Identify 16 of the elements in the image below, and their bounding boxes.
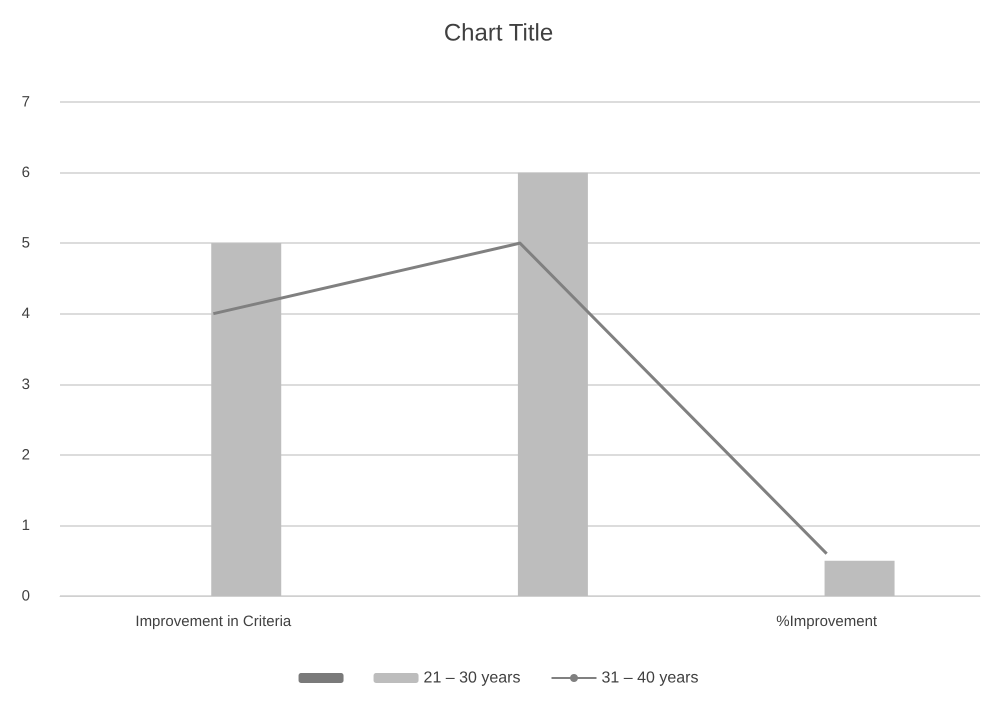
y-tick-label: 0 [22,588,30,604]
y-tick-label: 2 [22,446,30,464]
x-tick-label: Improvement in Criteria [135,613,292,630]
y-tick-label: 1 [22,516,30,534]
bar [518,172,588,596]
x-tick-label: %Improvement [776,613,878,630]
chart-title: Chart Title [444,20,554,46]
y-tick-label: 7 [22,94,30,110]
legend-label: 21 – 30 years [424,670,520,686]
bar [211,243,282,596]
y-tick-label: 3 [22,376,30,393]
y-tick-label: 6 [22,164,30,182]
bar [824,560,895,596]
y-tick-label: 5 [22,234,30,252]
legend-label: 31 – 40 years [602,670,698,686]
y-tick-label: 4 [22,305,30,322]
